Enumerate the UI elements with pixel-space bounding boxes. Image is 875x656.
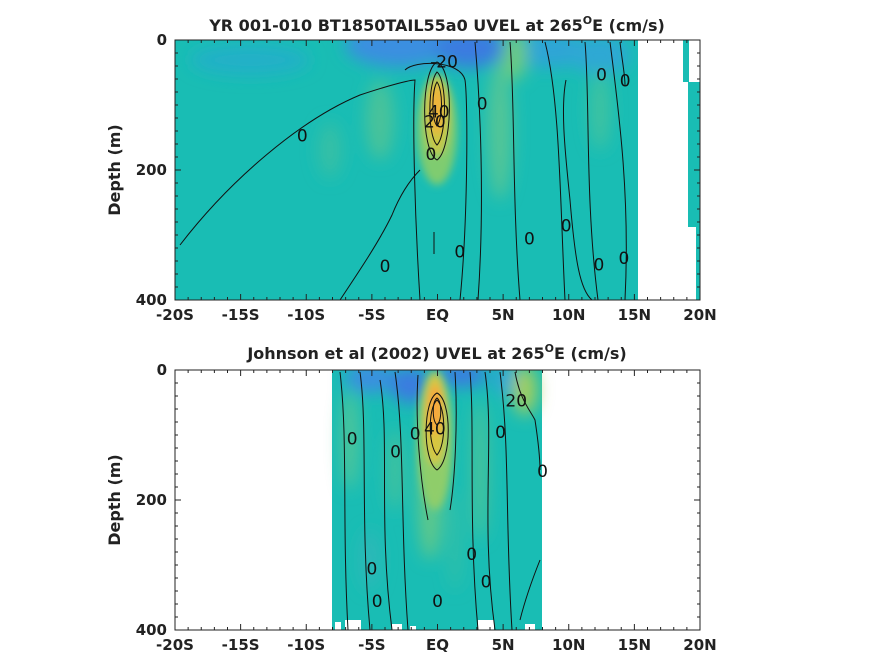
x-tick-label: 20N (683, 306, 716, 324)
x-tick-label: 5N (492, 306, 515, 324)
y-tick-label: 0 (157, 31, 167, 49)
x-tick-label: -10S (287, 306, 325, 324)
y-tick-label: 200 (136, 161, 167, 179)
panel-1: YR 001-010 BT1850TAIL55a0 UVEL at 265OE … (105, 14, 717, 324)
panel-1-field (175, 40, 700, 300)
contour-label: 0 (372, 592, 383, 612)
contour-label: 0 (466, 545, 477, 565)
x-tick-label: EQ (426, 306, 449, 324)
panel-2-field (175, 370, 700, 630)
y-tick-label: 200 (136, 491, 167, 509)
x-tick-label: -5S (358, 306, 385, 324)
contour-label: 40 (424, 420, 446, 440)
x-tick-label: 10N (552, 636, 585, 654)
x-tick-label: -10S (287, 636, 325, 654)
x-tick-label: -20S (156, 306, 194, 324)
panel-1-contours (179, 41, 627, 300)
y-tick-label: 400 (136, 621, 167, 639)
x-tick-label: 15N (618, 306, 651, 324)
x-tick-label: 5N (492, 636, 515, 654)
contour-label: 0 (454, 242, 465, 262)
contour-label: 0 (495, 423, 506, 443)
panel-2-ticks (174, 369, 701, 631)
y-tick-label: 0 (157, 361, 167, 379)
contour-label: 0 (481, 572, 492, 592)
x-tick-label: EQ (426, 636, 449, 654)
x-tick-label: -15S (222, 636, 260, 654)
panel-1-ticks (174, 39, 701, 301)
contour-label: 0 (620, 71, 631, 91)
contour-label: 0 (524, 229, 535, 249)
panel-2: Johnson et al (2002) UVEL at 265OE (cm/s… (105, 342, 717, 654)
contour-label: 40 (428, 103, 450, 123)
contour-label: 0 (432, 592, 443, 612)
contour-label: 0 (537, 462, 548, 482)
panel-1-x-tick-labels: -20S -15S -10S -5S EQ 5N 10N 15N 20N (156, 306, 717, 324)
contour-label: 20 (505, 392, 527, 412)
panel-1-y-tick-labels: 0 200 400 (136, 31, 167, 309)
x-tick-label: 10N (552, 306, 585, 324)
contour-label: 20 (424, 112, 446, 132)
contour-label: 0 (410, 425, 421, 445)
contour-label: 0 (347, 429, 358, 449)
contour-label: 0 (390, 442, 401, 462)
x-tick-label: -20S (156, 636, 194, 654)
y-tick-label: 400 (136, 291, 167, 309)
panel-1-ylabel: Depth (m) (105, 124, 124, 216)
panel-2-y-tick-labels: 0 200 400 (136, 361, 167, 639)
contour-label: 0 (426, 145, 437, 165)
x-tick-label: -15S (222, 306, 260, 324)
contour-label: 0 (618, 249, 629, 269)
panel-2-contours (339, 371, 541, 630)
panel-2-ylabel: Depth (m) (105, 454, 124, 546)
contour-label: 0 (380, 257, 391, 277)
contour-label: 0 (477, 95, 488, 115)
x-tick-label: 15N (618, 636, 651, 654)
contour-label: 0 (297, 127, 308, 147)
x-tick-label: 20N (683, 636, 716, 654)
panel-1-title: YR 001-010 BT1850TAIL55a0 UVEL at 265OE … (208, 14, 665, 35)
contour-label: -20 (430, 52, 458, 72)
contour-label: 0 (596, 65, 607, 85)
x-tick-label: -5S (358, 636, 385, 654)
contour-label: 0 (561, 216, 572, 236)
contour-label: 0 (594, 255, 605, 275)
panel-2-title: Johnson et al (2002) UVEL at 265OE (cm/s… (246, 342, 626, 363)
panel-2-x-tick-labels: -20S -15S -10S -5S EQ 5N 10N 15N 20N (156, 636, 717, 654)
contour-label: 0 (366, 559, 377, 579)
